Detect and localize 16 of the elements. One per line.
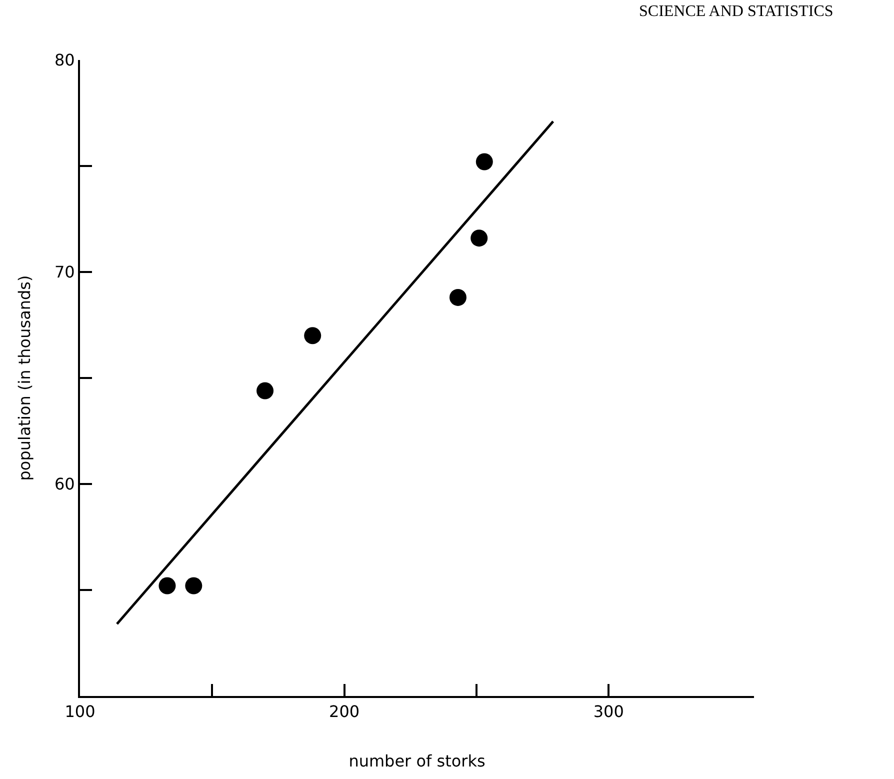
x-axis-title: number of storks [348, 751, 486, 770]
point [470, 230, 488, 247]
point [256, 382, 274, 400]
point [158, 577, 176, 594]
x-tick-label: 200 [329, 702, 360, 722]
point [449, 288, 466, 306]
y-axis-title: population (in thousands) [14, 275, 34, 481]
x-tick-label: 300 [593, 702, 624, 722]
y-tick-label: 80 [54, 50, 75, 70]
point [304, 327, 322, 344]
y-tick-label: 70 [54, 262, 75, 282]
x-tick-label: 100 [64, 702, 96, 722]
point [476, 153, 493, 170]
y-tick-label: 60 [54, 474, 75, 494]
text: SCIENCE AND STATISTICS [639, 3, 834, 20]
point [185, 577, 202, 594]
